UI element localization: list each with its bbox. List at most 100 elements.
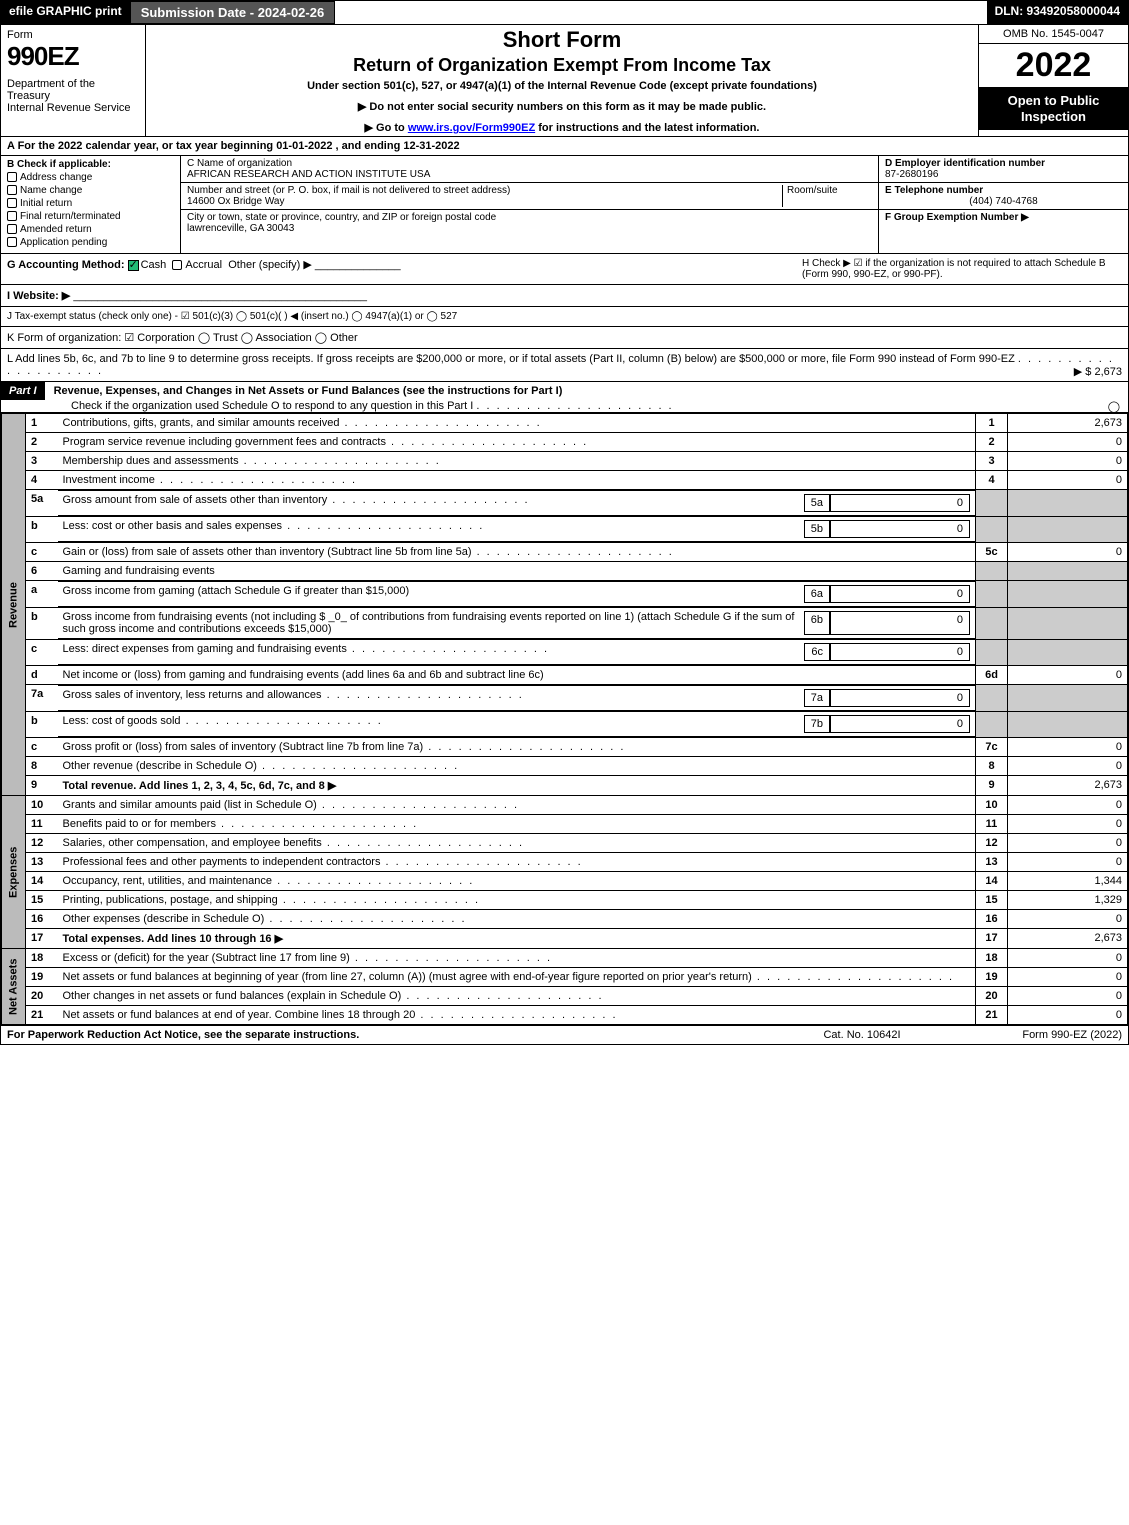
part1-check-val: ◯	[1108, 400, 1128, 413]
sub-ln: 7a	[804, 689, 830, 707]
row-desc: Other expenses (describe in Schedule O)	[63, 913, 265, 925]
grey-cell	[976, 516, 1008, 543]
row-num: 1	[26, 414, 58, 433]
chk-accrual[interactable]	[172, 260, 182, 270]
dots-icon	[339, 417, 541, 429]
dept-label: Department of the Treasury Internal Reve…	[7, 78, 139, 114]
row-amt: 0	[1008, 815, 1128, 834]
row-desc: Other changes in net assets or fund bala…	[63, 990, 402, 1002]
org-name: AFRICAN RESEARCH AND ACTION INSTITUTE US…	[187, 169, 872, 180]
chk-initial-return[interactable]	[7, 198, 17, 208]
dots-icon	[350, 952, 552, 964]
chk-name-change[interactable]	[7, 185, 17, 195]
row-amt: 2,673	[1008, 776, 1128, 796]
row-ln: 7c	[976, 738, 1008, 757]
row-ln: 12	[976, 834, 1008, 853]
row-amt: 0	[1008, 910, 1128, 929]
phone-label: E Telephone number	[885, 185, 1122, 196]
line-i: I Website: ▶ ___________________________…	[1, 285, 1128, 307]
efile-label: efile GRAPHIC print	[1, 1, 130, 24]
row-desc: Gross income from fundraising events (no…	[63, 611, 795, 635]
dots-icon	[317, 799, 519, 811]
line-h: H Check ▶ ☑ if the organization is not r…	[802, 258, 1122, 280]
org-name-label: C Name of organization	[187, 158, 872, 169]
row-ln: 5c	[976, 543, 1008, 562]
col-b-checkboxes: B Check if applicable: Address change Na…	[1, 156, 181, 253]
row-ln: 8	[976, 757, 1008, 776]
line-gh-row: G Accounting Method: Cash Accrual Other …	[1, 254, 1128, 285]
row-desc: Gross sales of inventory, less returns a…	[63, 689, 322, 701]
dots-icon	[278, 894, 480, 906]
grey-cell	[1008, 711, 1128, 738]
row-desc: Gross amount from sale of assets other t…	[63, 494, 328, 506]
row-num: 18	[26, 949, 58, 968]
header-mid: Short Form Return of Organization Exempt…	[146, 25, 978, 136]
dln-label: DLN: 93492058000044	[987, 1, 1128, 24]
row-desc: Total revenue. Add lines 1, 2, 3, 4, 5c,…	[63, 780, 337, 792]
row-amt: 0	[1008, 543, 1128, 562]
row-desc: Professional fees and other payments to …	[63, 856, 381, 868]
omb-number: OMB No. 1545-0047	[979, 25, 1128, 44]
header-right: OMB No. 1545-0047 2022 Open to Public In…	[978, 25, 1128, 136]
note-goto-pre: ▶ Go to	[365, 122, 408, 134]
ein-value: 87-2680196	[885, 169, 1122, 180]
grey-cell	[1008, 490, 1128, 517]
grey-cell	[976, 607, 1008, 639]
chk-amended-return[interactable]	[7, 224, 17, 234]
col-b-label: B Check if applicable:	[7, 159, 174, 170]
chk-address-change[interactable]	[7, 172, 17, 182]
row-desc: Excess or (deficit) for the year (Subtra…	[63, 952, 350, 964]
title-return: Return of Organization Exempt From Incom…	[154, 55, 970, 76]
part1-check-text: Check if the organization used Schedule …	[1, 400, 473, 412]
sub-amt: 0	[830, 585, 970, 603]
lbl-final-return: Final return/terminated	[20, 211, 121, 222]
row-num: 19	[26, 968, 58, 987]
row-desc: Gain or (loss) from sale of assets other…	[63, 546, 472, 558]
row-num: 14	[26, 872, 58, 891]
row-desc: Gross profit or (loss) from sales of inv…	[63, 741, 424, 753]
dots-icon	[347, 643, 549, 655]
side-net-assets: Net Assets	[2, 949, 26, 1025]
lbl-cash: Cash	[141, 259, 167, 271]
row-num: 13	[26, 853, 58, 872]
row-amt: 1,329	[1008, 891, 1128, 910]
chk-application-pending[interactable]	[7, 237, 17, 247]
dots-icon	[272, 875, 474, 887]
row-amt: 0	[1008, 433, 1128, 452]
row-num: 3	[26, 452, 58, 471]
dots-icon	[472, 546, 674, 558]
row-amt: 0	[1008, 949, 1128, 968]
row-desc: Total expenses. Add lines 10 through 16 …	[63, 933, 284, 945]
lbl-accrual: Accrual	[185, 259, 222, 271]
row-num: 16	[26, 910, 58, 929]
part1-title: Revenue, Expenses, and Changes in Net As…	[48, 382, 569, 400]
row-num: 9	[26, 776, 58, 796]
grey-cell	[1008, 516, 1128, 543]
row-amt: 0	[1008, 757, 1128, 776]
group-exemption-label: F Group Exemption Number ▶	[885, 212, 1122, 223]
city-label: City or town, state or province, country…	[187, 212, 872, 223]
row-num: b	[26, 711, 58, 738]
row-ln: 9	[976, 776, 1008, 796]
row-ln: 21	[976, 1006, 1008, 1025]
ein-label: D Employer identification number	[885, 158, 1122, 169]
row-num: 21	[26, 1006, 58, 1025]
row-amt: 0	[1008, 1006, 1128, 1025]
room-label: Room/suite	[787, 185, 872, 196]
row-ln: 1	[976, 414, 1008, 433]
row-ln: 18	[976, 949, 1008, 968]
irs-link[interactable]: www.irs.gov/Form990EZ	[408, 122, 535, 134]
form-label: Form	[7, 29, 139, 41]
note-goto: ▶ Go to www.irs.gov/Form990EZ for instru…	[154, 121, 970, 134]
row-desc: Gross income from gaming (attach Schedul…	[63, 585, 410, 597]
row-amt: 0	[1008, 738, 1128, 757]
chk-final-return[interactable]	[7, 211, 17, 221]
sub-amt: 0	[830, 611, 970, 635]
row-amt: 0	[1008, 471, 1128, 490]
lbl-amended-return: Amended return	[20, 224, 92, 235]
addr-label: Number and street (or P. O. box, if mail…	[187, 185, 782, 196]
chk-cash-icon	[128, 260, 139, 271]
accounting-method-label: G Accounting Method:	[7, 259, 125, 271]
dots-icon	[282, 520, 484, 532]
sub-ln: 6a	[804, 585, 830, 603]
